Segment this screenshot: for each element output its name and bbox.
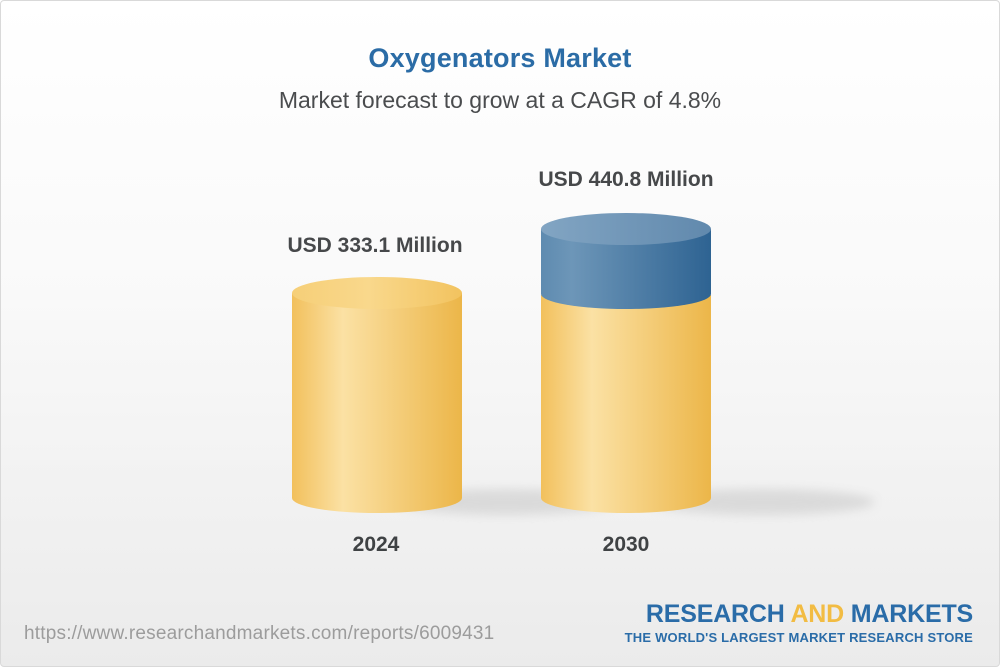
cylinder-2030-growth-body (541, 229, 711, 309)
logo-word-research: RESEARCH (645, 600, 785, 628)
brand-logo-wordmark: RESEARCH AND MARKETS (625, 602, 973, 627)
brand-logo: RESEARCH AND MARKETS THE WORLD'S LARGEST… (624, 602, 974, 645)
page-title: Oxygenators Market (368, 43, 632, 73)
cylinder-2030-top (541, 213, 711, 245)
cylinder-2024-top (292, 277, 462, 309)
value-label-2030: USD 440.8 Million (538, 168, 714, 191)
page-subtitle: Market forecast to grow at a CAGR of 4.8… (278, 87, 722, 113)
axis-label-2024: 2024 (352, 533, 400, 556)
axis-label-2030: 2030 (602, 533, 650, 556)
brand-logo-tagline: THE WORLD'S LARGEST MARKET RESEARCH STOR… (624, 630, 973, 645)
logo-word-and: AND (790, 600, 845, 628)
cylinder-2030-base-body (541, 295, 711, 513)
logo-word-markets: MARKETS (850, 600, 973, 628)
cylinder-2024-body (292, 293, 462, 513)
report-url: https://www.researchandmarkets.com/repor… (24, 623, 495, 644)
value-label-2024: USD 333.1 Million (287, 234, 463, 257)
